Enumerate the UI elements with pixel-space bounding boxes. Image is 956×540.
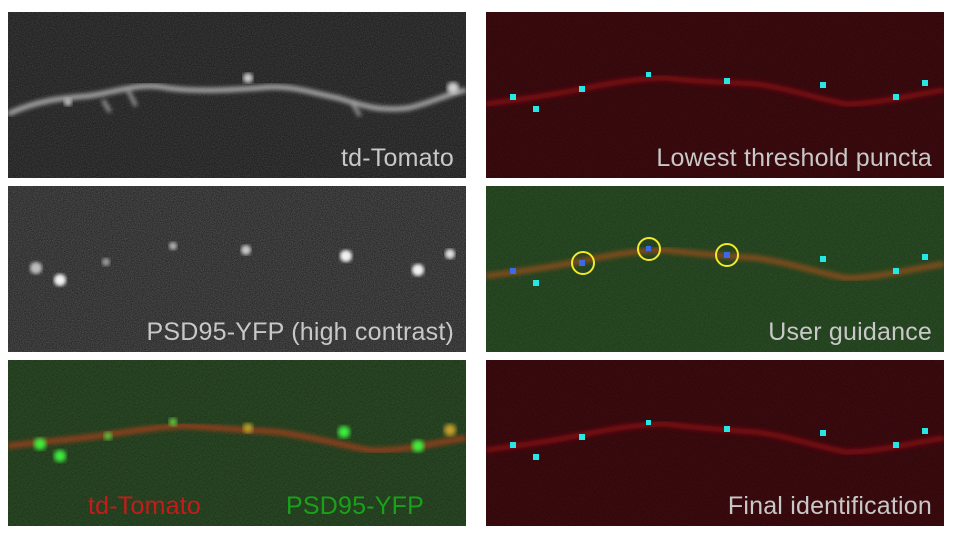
final-identification-image [486,360,944,526]
panel-final-identification: Final identification [486,360,944,526]
panel-label-lowest-threshold: Lowest threshold puncta [656,144,932,172]
user-guidance-image [486,186,944,352]
panel-label-merge-psd95: PSD95-YFP [286,492,424,520]
threshold-puncta-image [486,12,944,178]
panel-label-td-tomato: td-Tomato [341,144,454,172]
panel-td-tomato: td-Tomato [8,12,466,178]
guidance-circle [637,237,661,261]
puncta-image-psd95 [8,186,466,352]
panel-psd95-high-contrast: PSD95-YFP (high contrast) [8,186,466,352]
dendrite-image-td-tomato [8,12,466,178]
panel-user-guidance: User guidance [486,186,944,352]
panel-merge: td-Tomato PSD95-YFP [8,360,466,526]
panel-lowest-threshold: Lowest threshold puncta [486,12,944,178]
panel-label-merge-tomato: td-Tomato [88,492,201,520]
merge-image [8,360,466,526]
panel-label-user-guidance: User guidance [768,318,932,346]
guidance-circle [715,243,739,267]
panel-label-psd95-high-contrast: PSD95-YFP (high contrast) [146,318,454,346]
guidance-circle [571,251,595,275]
panel-label-final-identification: Final identification [727,492,932,520]
